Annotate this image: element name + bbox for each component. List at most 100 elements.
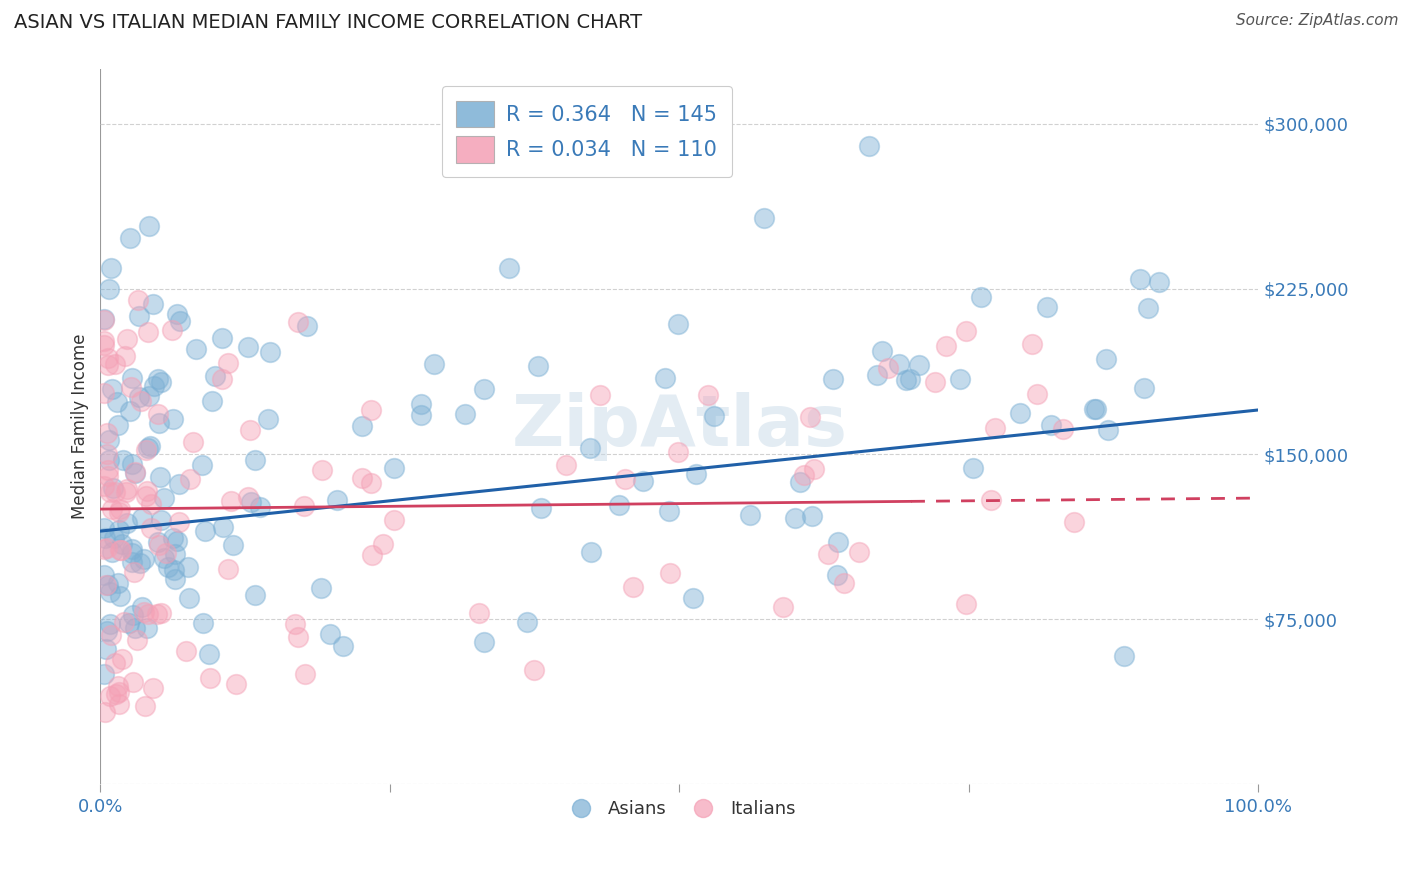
Point [523,663,546,677]
Point [1040,417,1063,432]
Point [955,324,977,338]
Point [93,541,115,556]
Point [139,497,162,511]
Point [832,576,855,591]
Point [96,541,118,555]
Point [96,447,118,461]
Point [98,282,121,296]
Point [115,482,138,496]
Point [131,511,153,525]
Point [134,699,156,714]
Point [181,435,204,450]
Point [121,608,143,623]
Point [554,458,576,473]
Point [114,350,136,364]
Point [148,372,170,386]
Point [1132,381,1154,395]
Point [104,687,127,701]
Point [530,500,553,515]
Point [259,345,281,359]
Point [136,607,159,621]
Point [132,605,155,619]
Point [631,474,654,488]
Point [124,621,146,635]
Point [1083,402,1105,417]
Point [948,372,970,386]
Point [162,531,184,545]
Point [107,679,129,693]
Point [384,461,406,475]
Point [132,552,155,566]
Point [149,375,172,389]
Point [122,675,145,690]
Point [94,578,117,592]
Point [894,373,917,387]
Point [103,481,125,495]
Point [100,628,122,642]
Point [97,358,120,372]
Point [167,515,190,529]
Point [93,313,115,327]
Point [1008,406,1031,420]
Point [112,615,135,629]
Point [240,495,263,509]
Point [1035,300,1057,314]
Point [889,357,911,371]
Point [236,490,259,504]
Point [703,409,725,423]
Point [97,469,120,483]
Point [162,411,184,425]
Point [121,380,143,394]
Point [332,640,354,654]
Point [121,458,143,472]
Point [174,644,197,658]
Point [98,452,121,467]
Point [139,439,162,453]
Point [135,489,157,503]
Point [257,411,280,425]
Point [1026,387,1049,401]
Point [866,368,889,383]
Point [111,537,134,551]
Point [177,559,200,574]
Point [94,642,117,657]
Point [98,585,121,599]
Point [1147,275,1170,289]
Point [935,339,957,353]
Point [848,545,870,559]
Point [150,607,173,621]
Point [793,468,815,483]
Point [163,547,186,561]
Point [169,313,191,327]
Point [94,531,117,545]
Point [211,331,233,345]
Point [474,635,496,649]
Point [146,535,169,549]
Point [613,472,636,486]
Point [138,219,160,234]
Point [287,630,309,644]
Point [148,538,170,552]
Point [160,323,183,337]
Point [97,351,120,365]
Point [898,372,921,386]
Point [211,372,233,386]
Point [191,616,214,631]
Point [685,467,707,481]
Point [817,547,839,561]
Point [309,582,332,596]
Point [287,315,309,329]
Point [142,681,165,695]
Point [143,379,166,393]
Point [870,344,893,359]
Point [908,358,931,372]
Point [100,502,122,516]
Point [666,444,689,458]
Point [129,393,152,408]
Point [142,296,165,310]
Point [221,493,243,508]
Legend: Asians, Italians: Asians, Italians [555,793,803,825]
Point [789,475,811,489]
Point [93,667,115,681]
Point [352,471,374,485]
